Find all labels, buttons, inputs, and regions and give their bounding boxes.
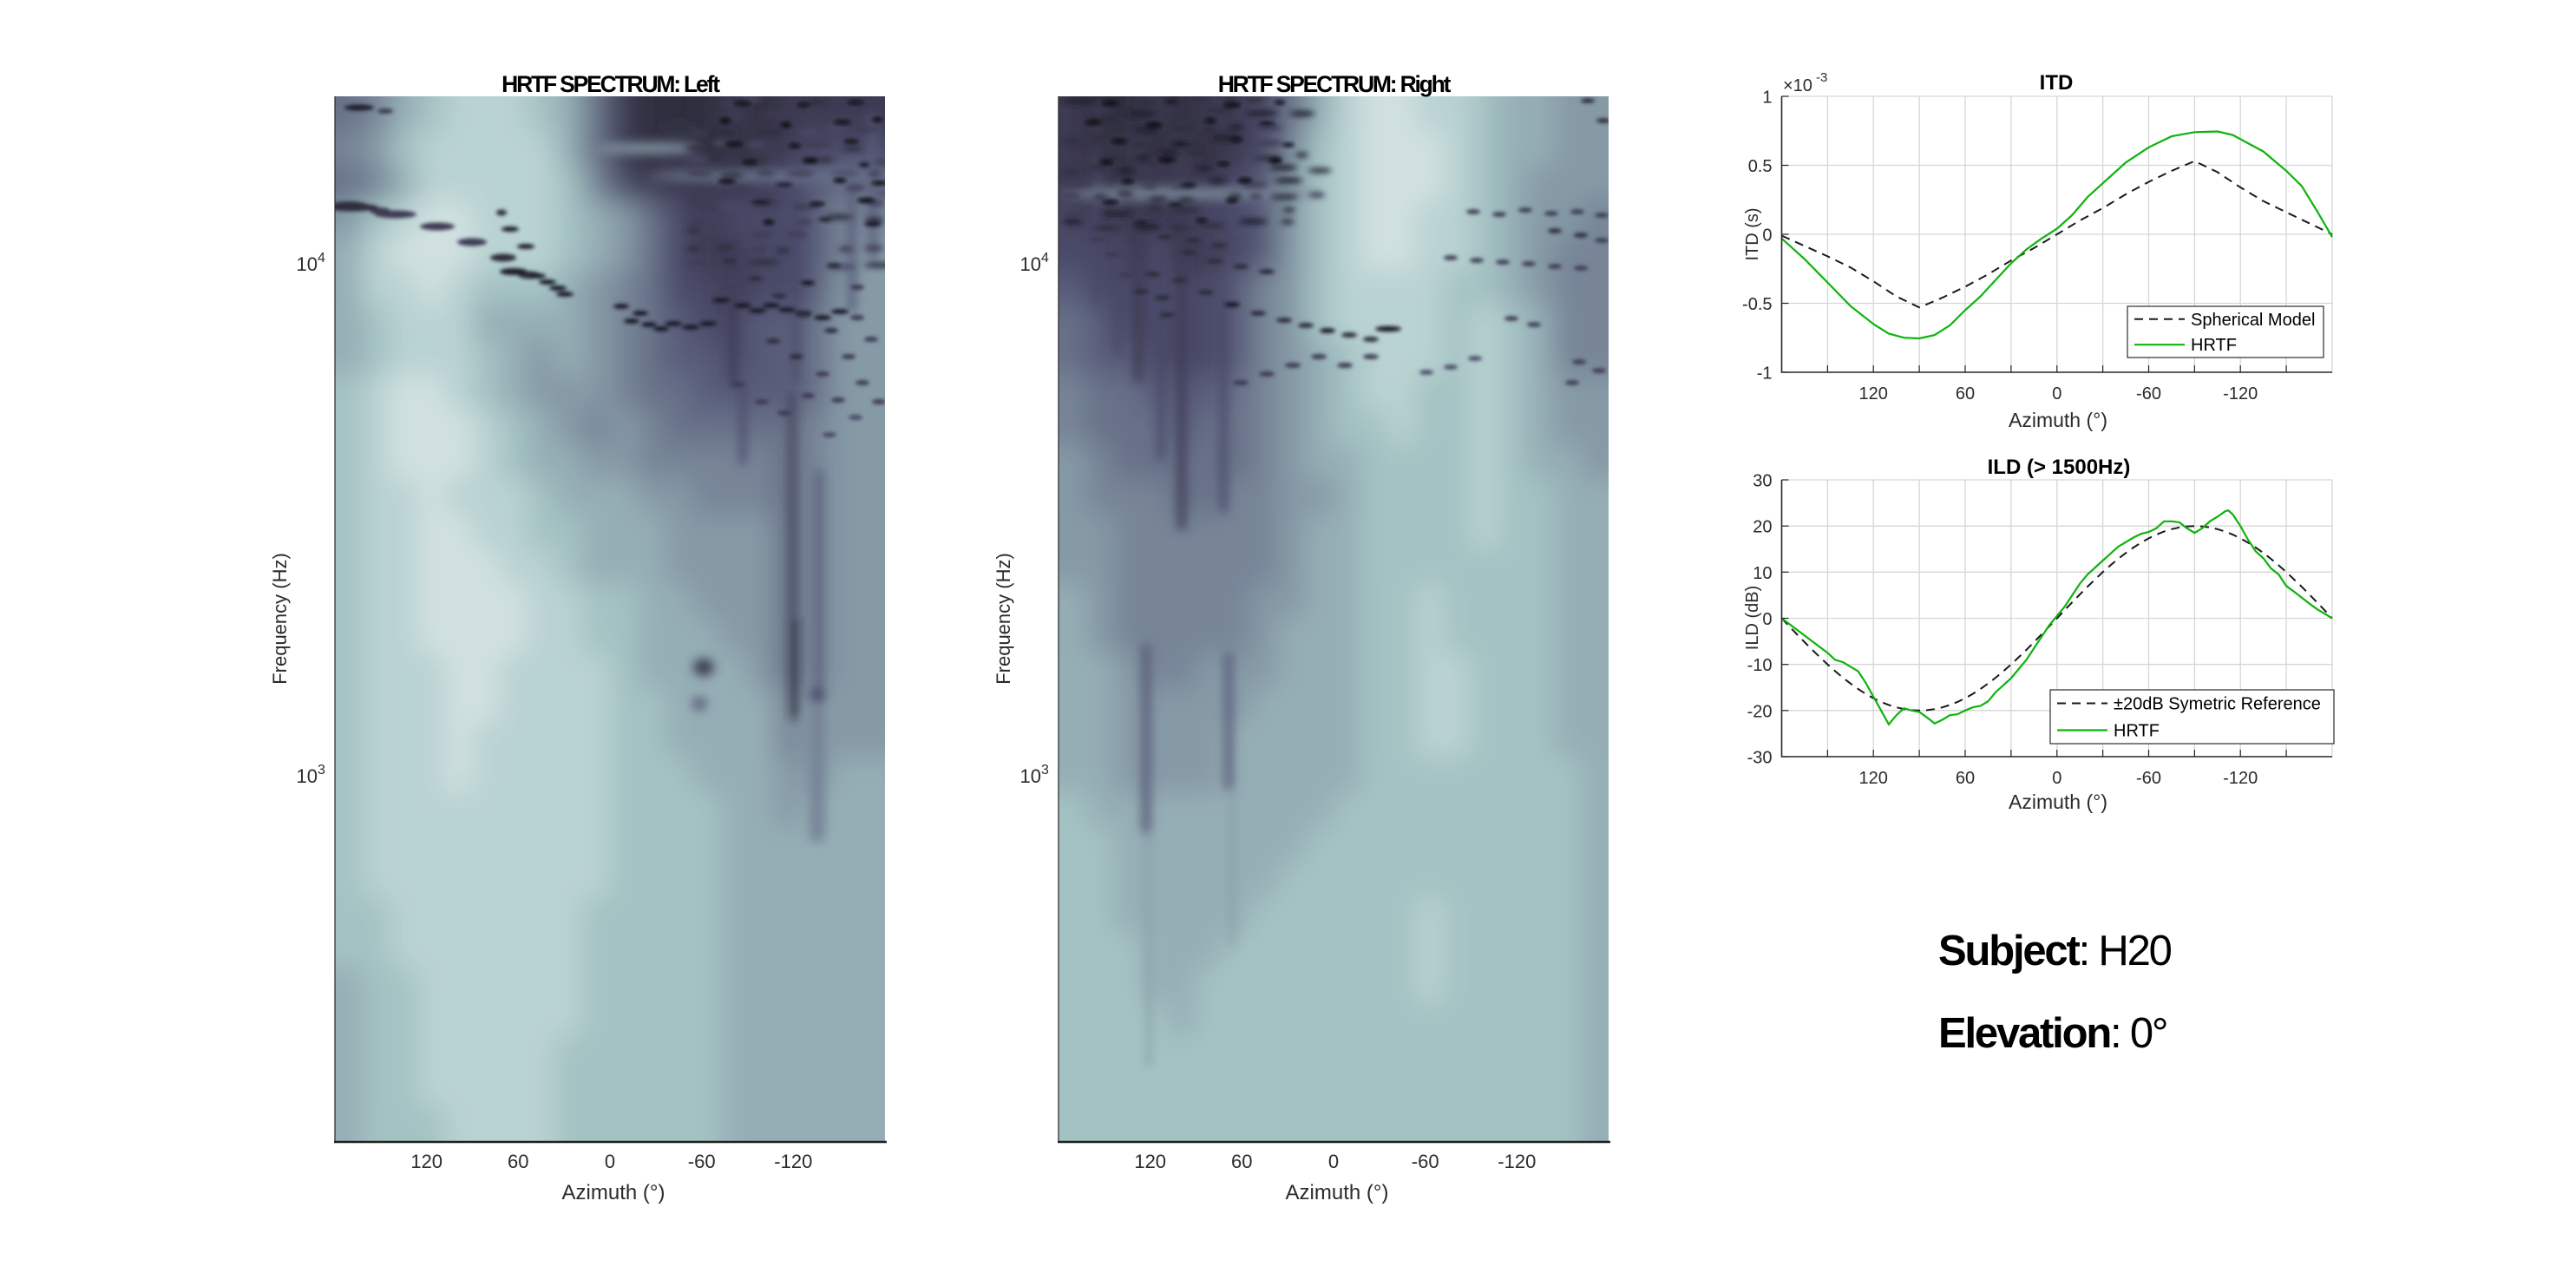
- svg-text:ILD (dB): ILD (dB): [1743, 586, 1762, 650]
- svg-text:60: 60: [1956, 769, 1975, 788]
- svg-text:Subject: H20: Subject: H20: [1938, 928, 2172, 974]
- svg-text:-120: -120: [2223, 384, 2258, 404]
- svg-text:Azimuth (°): Azimuth (°): [562, 1181, 665, 1204]
- svg-text:HRTF: HRTF: [2114, 722, 2160, 741]
- svg-text:-60: -60: [1412, 1151, 1439, 1172]
- svg-text:ITD: ITD: [2040, 71, 2074, 95]
- svg-text:4: 4: [1041, 251, 1049, 266]
- svg-text:-3: -3: [1816, 70, 1827, 85]
- svg-text:Azimuth (°): Azimuth (°): [2009, 791, 2107, 813]
- svg-text:0: 0: [605, 1151, 615, 1172]
- svg-text:3: 3: [1041, 763, 1049, 778]
- svg-text:ILD (> 1500Hz): ILD (> 1500Hz): [1988, 456, 2131, 479]
- svg-text:20: 20: [1753, 518, 1772, 537]
- svg-text:×10: ×10: [1783, 76, 1812, 95]
- svg-text:-60: -60: [2136, 769, 2161, 788]
- svg-text:10: 10: [1020, 765, 1041, 787]
- svg-text:-1: -1: [1757, 364, 1773, 384]
- svg-text:-120: -120: [774, 1151, 812, 1172]
- svg-text:120: 120: [1134, 1151, 1166, 1172]
- svg-text:30: 30: [1753, 472, 1772, 491]
- svg-text:4: 4: [318, 251, 325, 266]
- svg-text:60: 60: [1231, 1151, 1252, 1172]
- svg-text:-20: -20: [1747, 702, 1773, 721]
- svg-text:-30: -30: [1747, 749, 1773, 768]
- svg-text:Elevation: 0°: Elevation: 0°: [1938, 1010, 2166, 1057]
- svg-text:-10: -10: [1747, 656, 1773, 675]
- svg-text:10: 10: [297, 765, 318, 787]
- svg-text:Azimuth (°): Azimuth (°): [2009, 409, 2107, 431]
- svg-text:10: 10: [297, 253, 318, 275]
- svg-text:60: 60: [1956, 384, 1975, 404]
- svg-text:-60: -60: [2136, 384, 2161, 404]
- svg-text:-120: -120: [1498, 1151, 1536, 1172]
- svg-text:0: 0: [1762, 226, 1772, 246]
- svg-text:60: 60: [508, 1151, 528, 1172]
- svg-text:120: 120: [1859, 769, 1888, 788]
- svg-text:ITD (s): ITD (s): [1743, 207, 1762, 260]
- svg-text:120: 120: [1859, 384, 1888, 404]
- svg-text:±20dB Symetric Reference: ±20dB Symetric Reference: [2114, 695, 2321, 714]
- svg-text:Frequency (Hz): Frequency (Hz): [993, 553, 1014, 685]
- svg-text:0: 0: [1762, 610, 1772, 629]
- svg-text:1: 1: [1762, 89, 1772, 108]
- svg-text:-60: -60: [688, 1151, 716, 1172]
- svg-text:10: 10: [1753, 564, 1772, 583]
- svg-text:0: 0: [1328, 1151, 1339, 1172]
- svg-text:-0.5: -0.5: [1742, 295, 1772, 314]
- svg-text:HRTF SPECTRUM: Left: HRTF SPECTRUM: Left: [501, 71, 720, 97]
- svg-text:HRTF SPECTRUM: Right: HRTF SPECTRUM: Right: [1218, 71, 1452, 97]
- svg-text:Spherical Model: Spherical Model: [2191, 311, 2315, 330]
- svg-text:3: 3: [318, 763, 325, 778]
- svg-text:Frequency (Hz): Frequency (Hz): [269, 553, 291, 685]
- svg-text:120: 120: [410, 1151, 442, 1172]
- svg-text:0: 0: [2052, 769, 2061, 788]
- svg-text:Azimuth (°): Azimuth (°): [1286, 1181, 1389, 1204]
- svg-text:10: 10: [1020, 253, 1041, 275]
- svg-text:0: 0: [2052, 384, 2061, 404]
- svg-text:0.5: 0.5: [1748, 157, 1773, 176]
- svg-text:HRTF: HRTF: [2191, 336, 2237, 355]
- svg-text:-120: -120: [2223, 769, 2258, 788]
